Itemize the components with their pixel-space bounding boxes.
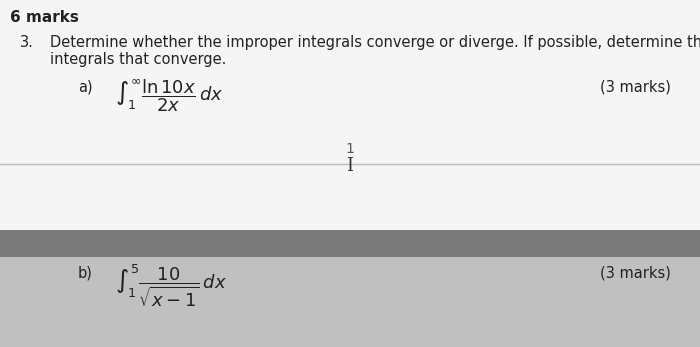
Text: 3.: 3. bbox=[20, 35, 34, 50]
Text: a): a) bbox=[78, 79, 92, 94]
Text: Determine whether the improper integrals converge or diverge. If possible, deter: Determine whether the improper integrals… bbox=[50, 35, 700, 50]
Text: (3 marks): (3 marks) bbox=[600, 79, 671, 94]
Bar bbox=[0, 230, 700, 257]
Text: 6 marks: 6 marks bbox=[10, 10, 79, 25]
Text: $\int_1^{5} \dfrac{10}{\sqrt{x-1}}\,dx$: $\int_1^{5} \dfrac{10}{\sqrt{x-1}}\,dx$ bbox=[115, 263, 228, 309]
Text: $\int_1^{\infty} \dfrac{\ln 10x}{2x}\,dx$: $\int_1^{\infty} \dfrac{\ln 10x}{2x}\,dx… bbox=[115, 77, 223, 113]
Text: b): b) bbox=[78, 265, 93, 280]
Text: I: I bbox=[346, 157, 354, 175]
Bar bbox=[0, 257, 700, 347]
Text: integrals that converge.: integrals that converge. bbox=[50, 52, 226, 67]
Bar bbox=[0, 0, 700, 230]
Text: (3 marks): (3 marks) bbox=[600, 265, 671, 280]
Text: 1: 1 bbox=[346, 142, 354, 156]
